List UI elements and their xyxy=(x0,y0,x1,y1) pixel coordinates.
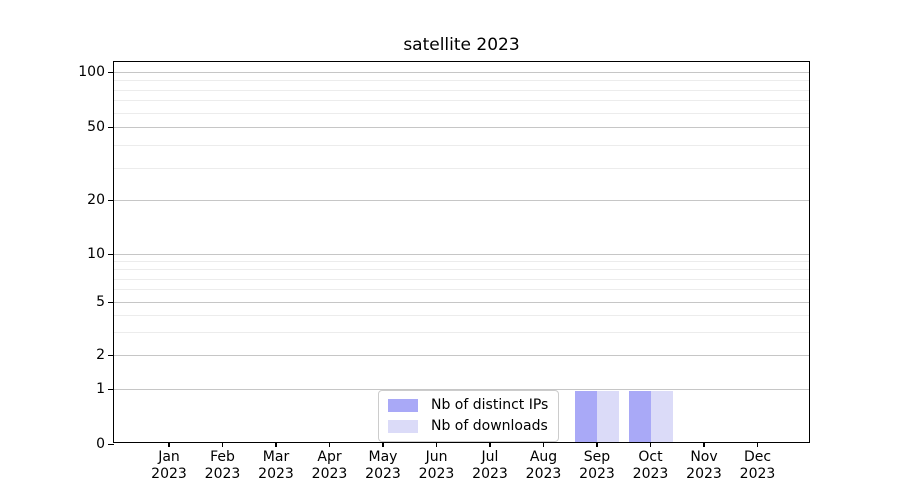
y-tick-label: 0 xyxy=(96,436,105,452)
grid-minor-line xyxy=(114,314,809,316)
grid-minor-line xyxy=(114,89,809,91)
x-tick-label: Oct 2023 xyxy=(619,449,683,483)
legend: Nb of distinct IPs Nb of downloads xyxy=(378,390,560,442)
grid-minor-line xyxy=(114,100,809,102)
x-tick-label: May 2023 xyxy=(351,449,415,483)
x-tick-year: 2023 xyxy=(418,466,455,482)
grid-minor-line xyxy=(114,80,809,82)
y-tick-label: 5 xyxy=(96,294,105,310)
legend-item: Nb of distinct IPs xyxy=(388,397,548,414)
x-tick-month: Apr xyxy=(317,449,342,465)
x-tick-month: May xyxy=(368,449,398,465)
x-tick-year: 2023 xyxy=(258,466,294,482)
x-axis-tick xyxy=(596,442,598,447)
x-tick-year: 2023 xyxy=(151,466,187,482)
y-axis-tick xyxy=(108,301,114,303)
y-tick-label: 2 xyxy=(96,347,105,363)
legend-label: Nb of downloads xyxy=(431,418,548,434)
x-axis-tick xyxy=(756,442,759,447)
x-tick-month: Sep xyxy=(583,449,611,465)
x-tick-month: Nov xyxy=(690,449,718,465)
x-tick-month: Dec xyxy=(743,449,772,465)
x-tick-label: Jun 2023 xyxy=(405,449,469,483)
grid-minor-line xyxy=(114,144,809,146)
grid-minor-line xyxy=(114,167,809,169)
grid-major-line xyxy=(114,355,809,356)
x-tick-label: Dec 2023 xyxy=(726,449,790,483)
grid-minor-line xyxy=(114,331,809,333)
x-axis-tick xyxy=(221,442,224,447)
grid-minor-line xyxy=(114,261,809,263)
x-tick-year: 2023 xyxy=(204,466,241,482)
legend-swatch xyxy=(388,399,418,412)
grid-minor-line xyxy=(114,112,809,114)
x-tick-year: 2023 xyxy=(739,466,776,482)
y-tick-label: 20 xyxy=(87,192,105,208)
x-tick-label: Jan 2023 xyxy=(137,449,201,483)
x-tick-year: 2023 xyxy=(686,466,722,482)
x-tick-label: Mar 2023 xyxy=(244,449,308,483)
x-tick-label: Apr 2023 xyxy=(298,449,362,483)
y-axis-tick xyxy=(108,71,114,73)
x-tick-year: 2023 xyxy=(632,466,669,482)
x-axis-tick xyxy=(542,442,545,447)
grid-minor-line xyxy=(114,269,809,271)
x-axis-tick xyxy=(168,442,170,447)
x-tick-month: Jun xyxy=(425,449,448,465)
x-tick-month: Mar xyxy=(262,449,290,465)
chart-title: satellite 2023 xyxy=(403,35,520,55)
grid-minor-line xyxy=(114,278,809,280)
x-tick-year: 2023 xyxy=(525,466,562,482)
y-tick-label: 100 xyxy=(78,64,105,80)
x-tick-year: 2023 xyxy=(579,466,615,482)
x-tick-month: Aug xyxy=(529,449,558,465)
x-tick-month: Oct xyxy=(638,449,663,465)
y-axis-tick xyxy=(108,388,114,390)
x-axis-tick xyxy=(275,442,277,447)
x-tick-label: Aug 2023 xyxy=(512,449,576,483)
x-tick-year: 2023 xyxy=(472,466,508,482)
x-tick-month: Jan xyxy=(158,449,180,465)
bar-downloads xyxy=(597,391,619,442)
y-tick-label: 1 xyxy=(96,381,105,397)
x-tick-label: Sep 2023 xyxy=(565,449,629,483)
x-axis-tick xyxy=(382,442,384,447)
x-tick-month: Jul xyxy=(481,449,499,465)
bar-downloads xyxy=(650,391,673,442)
x-axis-tick xyxy=(328,442,331,447)
grid-major-line xyxy=(114,254,809,255)
grid-major-line xyxy=(114,127,809,128)
x-tick-year: 2023 xyxy=(311,466,348,482)
x-axis-tick xyxy=(649,442,652,447)
grid-major-line xyxy=(114,72,809,73)
y-axis-tick xyxy=(108,199,114,201)
y-axis-tick xyxy=(108,253,114,255)
x-axis-tick xyxy=(435,442,438,447)
grid-major-line xyxy=(114,302,809,303)
x-tick-label: Feb 2023 xyxy=(191,449,255,483)
grid-major-line xyxy=(114,389,809,390)
bar-distinct-ips xyxy=(628,391,651,442)
y-axis-tick xyxy=(108,443,114,445)
legend-label: Nb of distinct IPs xyxy=(431,397,549,413)
x-tick-year: 2023 xyxy=(365,466,401,482)
x-axis-tick xyxy=(703,442,705,447)
bar-distinct-ips xyxy=(575,391,597,442)
x-tick-label: Jul 2023 xyxy=(458,449,522,483)
grid-minor-line xyxy=(114,289,809,291)
legend-swatch xyxy=(388,420,418,433)
x-tick-month: Feb xyxy=(210,449,235,465)
x-tick-label: Nov 2023 xyxy=(672,449,736,483)
y-axis-tick xyxy=(108,126,114,128)
grid-major-line xyxy=(114,200,809,201)
legend-item: Nb of downloads xyxy=(388,418,548,435)
x-axis-tick xyxy=(489,442,491,447)
y-tick-label: 10 xyxy=(87,246,105,262)
y-axis-tick xyxy=(108,354,114,356)
y-tick-label: 50 xyxy=(87,119,105,135)
plot-area: Nb of distinct IPs Nb of downloads 100 50 2… xyxy=(78,61,810,482)
